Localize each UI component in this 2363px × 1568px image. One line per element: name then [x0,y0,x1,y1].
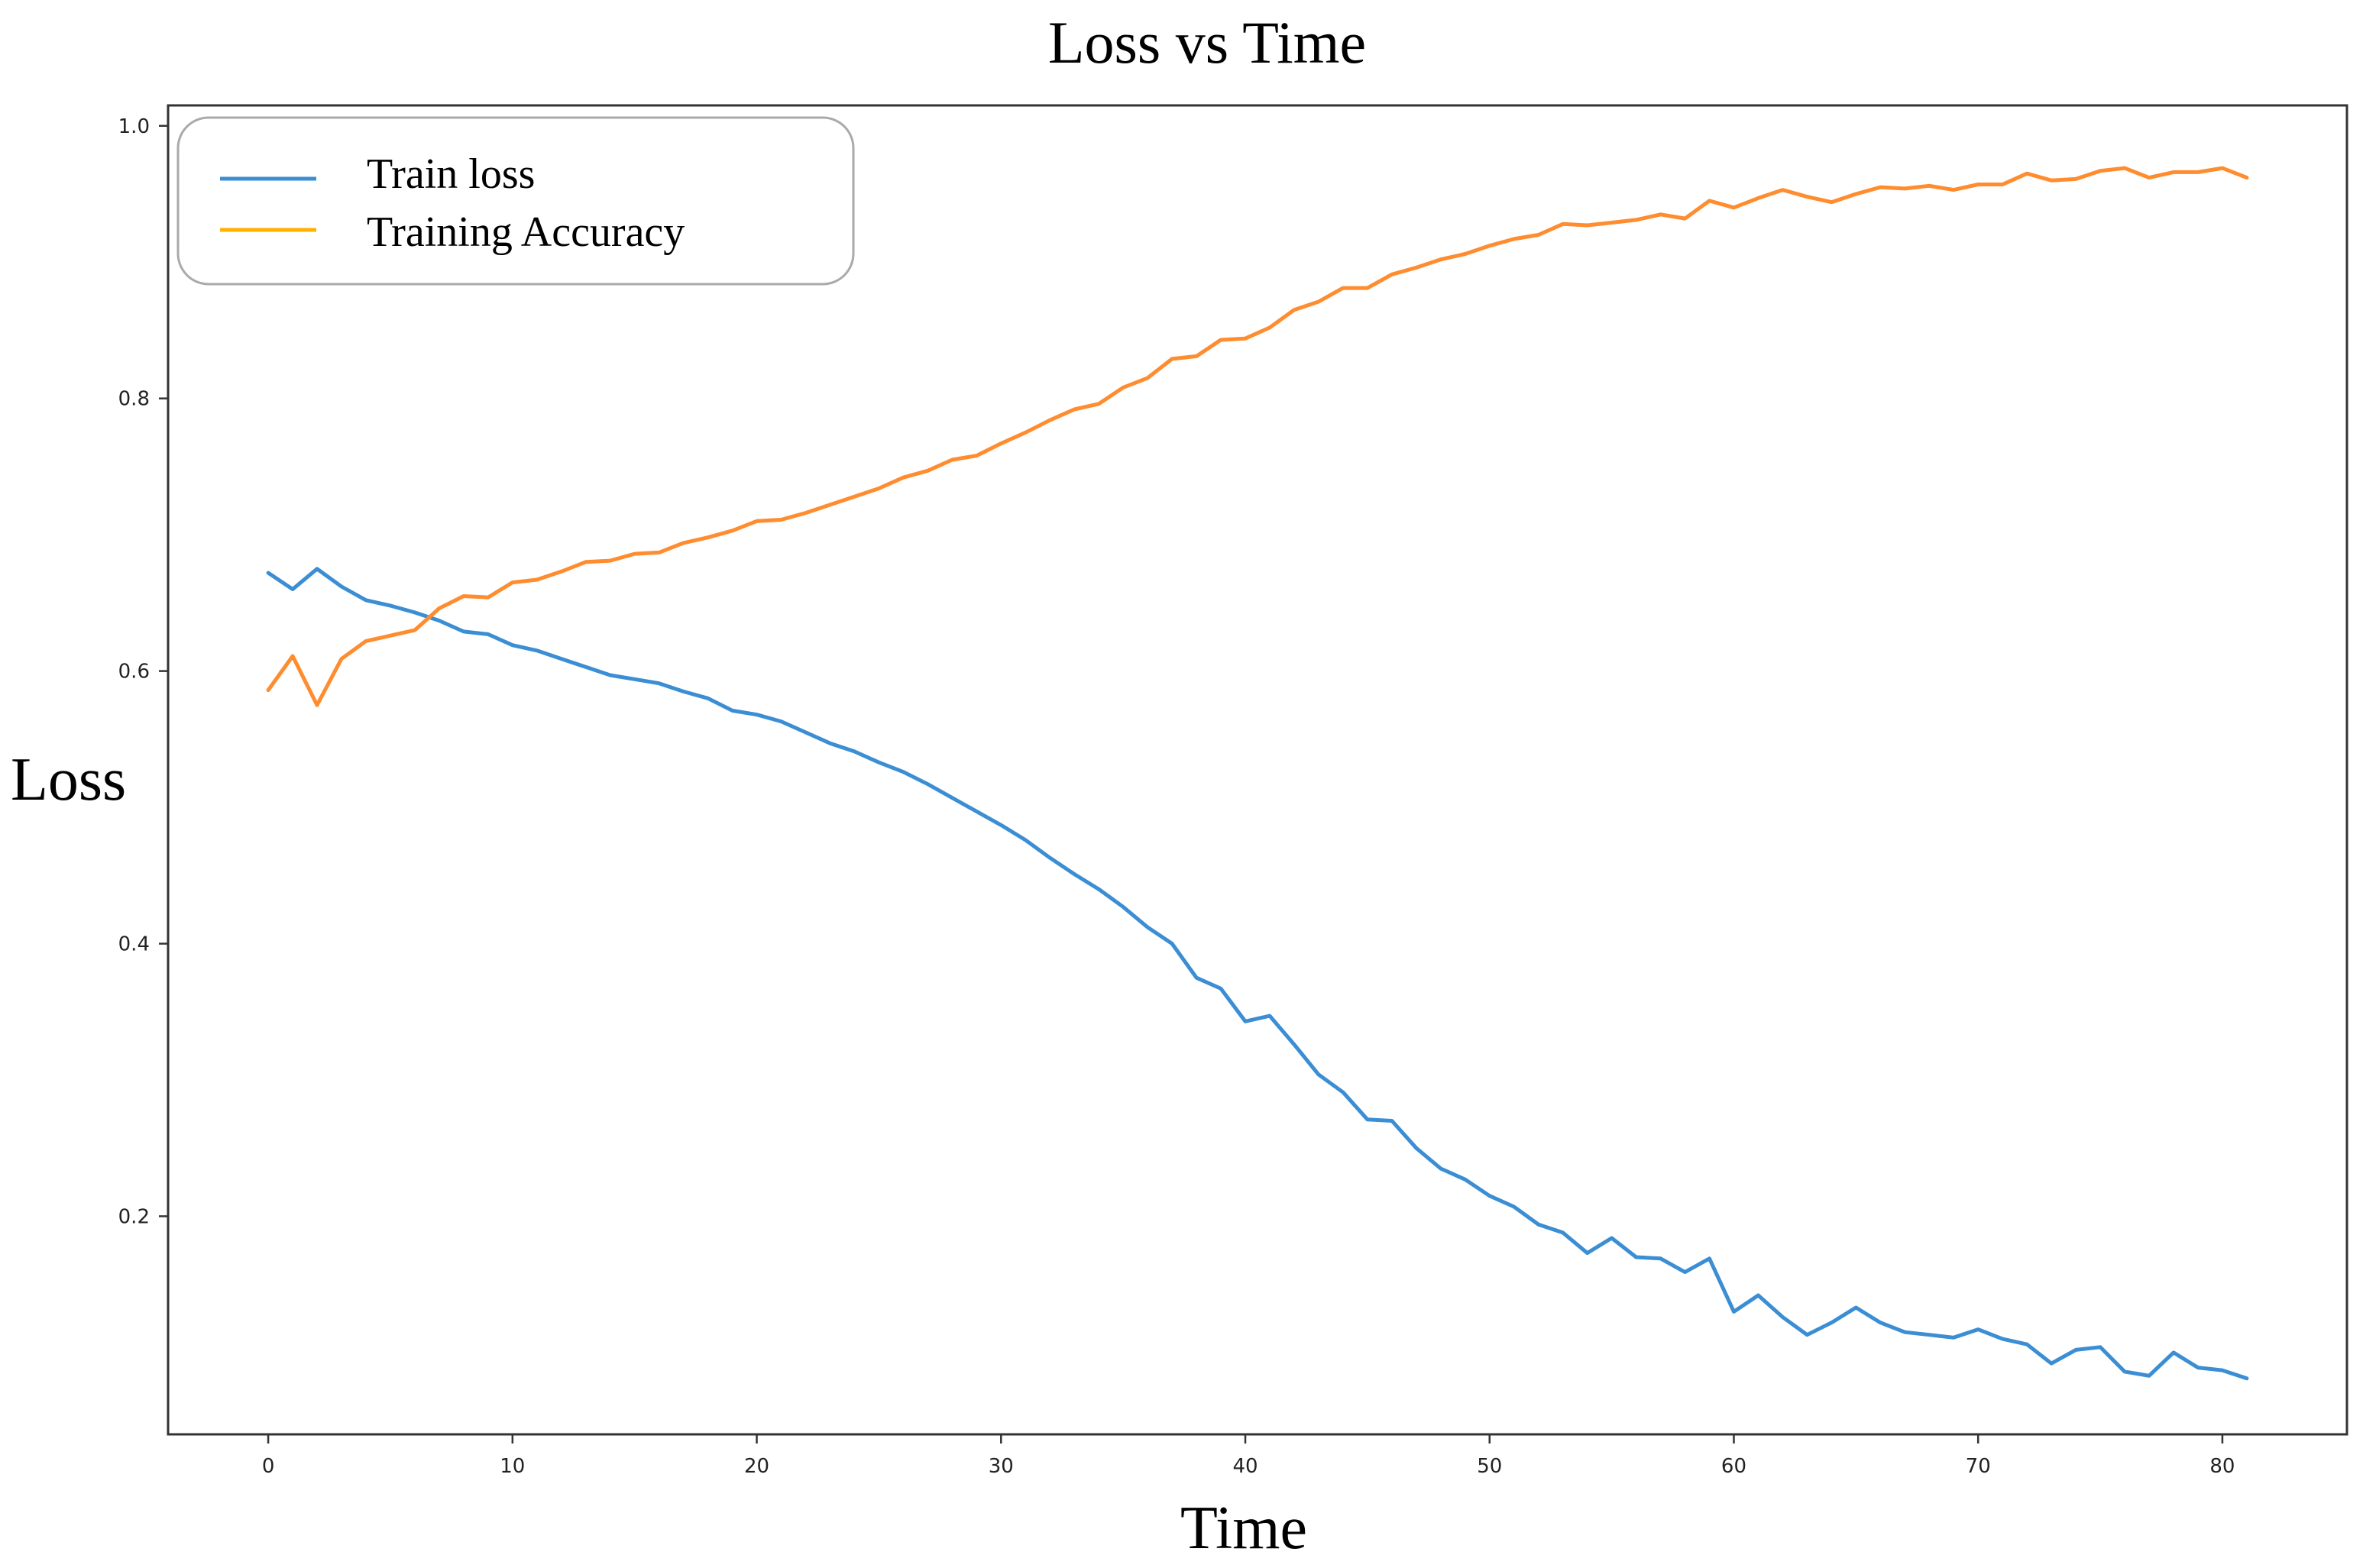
chart-title: Loss vs Time [1048,9,1366,76]
x-tick-label: 40 [1232,1455,1258,1478]
legend-label-train-loss: Train loss [367,150,535,198]
x-tick-label: 80 [2209,1455,2235,1478]
x-tick-label: 20 [744,1455,769,1478]
legend-box [176,116,855,286]
x-tick-label: 70 [1966,1455,1991,1478]
y-tick-label: 1.0 [118,115,150,138]
y-tick-label: 0.8 [118,388,150,411]
legend-label-training-accuracy: Training Accuracy [367,209,685,256]
plot-area-frame [167,104,2348,1436]
series-layer [266,166,2249,1381]
x-axis-label: Time [1180,1495,1307,1562]
y-tick-label: 0.6 [118,661,150,684]
x-axis-ticks: 0 10 20 30 40 50 60 70 80 [262,1434,2235,1478]
x-tick-label: 30 [989,1455,1014,1478]
y-axis-label: Loss [11,746,126,813]
series-line-training-accuracy [266,166,2249,707]
x-tick-label: 0 [262,1455,275,1478]
x-tick-label: 60 [1721,1455,1746,1478]
y-axis-ticks: 0.2 0.4 0.6 0.8 1.0 [118,115,168,1228]
y-tick-label: 0.2 [118,1205,150,1228]
y-tick-label: 0.4 [118,933,150,956]
x-tick-label: 10 [500,1455,525,1478]
series-line-train-loss [266,567,2249,1381]
legend: Train loss Training Accuracy [176,116,855,286]
x-tick-label: 50 [1477,1455,1502,1478]
